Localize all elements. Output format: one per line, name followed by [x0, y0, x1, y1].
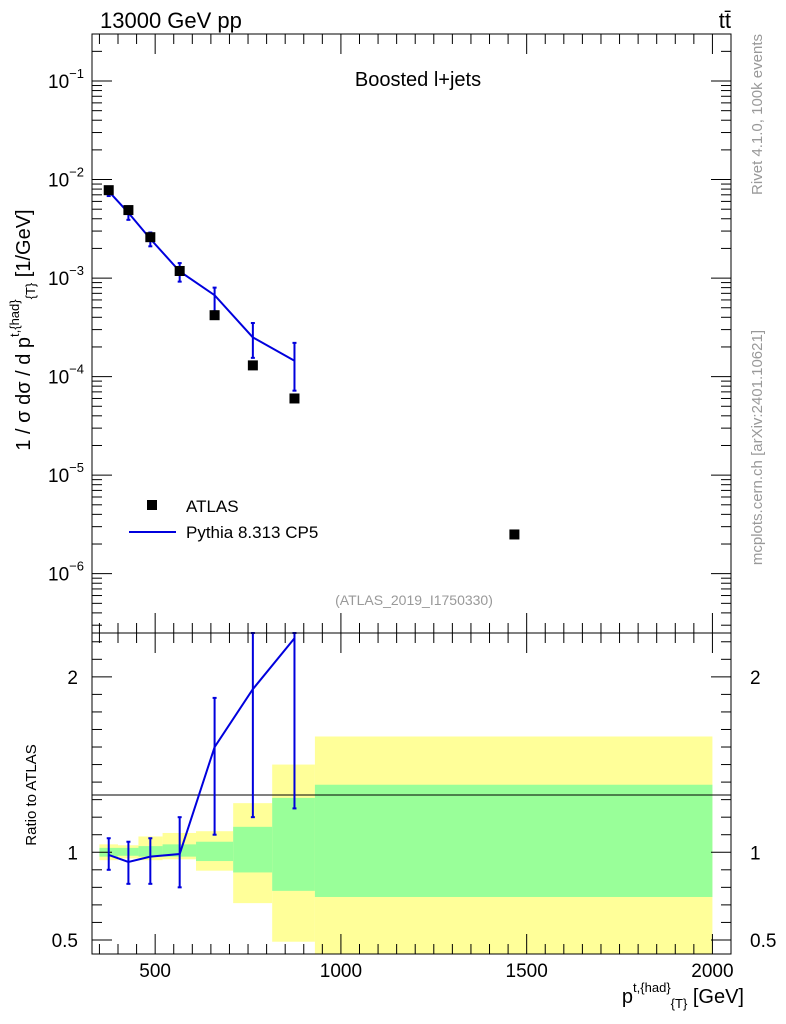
- atlas-data-point: [209, 310, 220, 321]
- atlas-data-point: [509, 529, 520, 540]
- ratio-ticks: 0.5 0.5 1 1 2 2 500 1000 1500 2000: [52, 633, 776, 982]
- main-ytick-label: 10−2: [48, 165, 84, 192]
- atlas-data-point: [103, 185, 114, 196]
- main-ytick-label: 10−3: [48, 263, 84, 290]
- process-label: tt̄: [719, 8, 731, 33]
- main-ytick-label-exp: −2: [69, 165, 84, 180]
- green-band-bin: [314, 784, 713, 897]
- ratio-ylabel: Ratio to ATLAS: [23, 744, 40, 845]
- ratio-xtick-label: 2000: [691, 961, 733, 982]
- main-ytick-label-exp: −5: [69, 460, 84, 475]
- atlas-data-point: [247, 360, 258, 371]
- ratio-xtick-label: 500: [139, 961, 171, 982]
- legend-label-pythia: Pythia 8.313 CP5: [186, 523, 318, 542]
- ratio-ytick-label-right: 0.5: [750, 931, 776, 952]
- main-ytick-label: 10−5: [48, 460, 84, 487]
- rivet-version-label: Rivet 4.1.0, 100k events: [749, 34, 766, 195]
- main-ytick-label: 10−4: [48, 362, 84, 389]
- ratio-xlabel: pt,{had}{T} [GeV]: [622, 980, 744, 1011]
- atlas-data-point: [289, 393, 300, 404]
- main-ytick-label-base: 10: [48, 171, 69, 192]
- main-ytick-label-base: 10: [48, 368, 69, 389]
- legend-marker-atlas: [147, 500, 157, 510]
- main-ytick-label-base: 10: [48, 466, 69, 487]
- green-band-bin: [272, 797, 315, 891]
- ratio-ytick-label-left: 1: [67, 843, 78, 864]
- main-ytick-label-base: 10: [48, 565, 69, 586]
- main-ytick-label-exp: −3: [69, 263, 84, 278]
- ratio-xtick-label: 1500: [506, 961, 548, 982]
- atlas-data-point: [145, 232, 156, 243]
- ratio-xtick-label: 1000: [320, 961, 362, 982]
- ratio-series: [106, 632, 297, 889]
- collision-label: 13000 GeV pp: [100, 8, 242, 33]
- green-band-bin: [233, 826, 273, 873]
- main-ytick-label-exp: −1: [69, 66, 84, 81]
- pythia-line: [107, 190, 295, 362]
- analysis-label: (ATLAS_2019_I1750330): [335, 592, 493, 608]
- ratio-ytick-label-right: 1: [750, 843, 761, 864]
- ratio-frame: [91, 632, 732, 955]
- ratio-ytick-label-left: 0.5: [52, 931, 78, 952]
- main-ticks: 10−110−210−310−410−510−6: [48, 34, 732, 633]
- ratio-panel: 0.5 0.5 1 1 2 2 500 1000 1500 2000 Ratio to ATLAS…: [23, 632, 776, 1011]
- main-series: [103, 185, 520, 540]
- green-band-bin: [196, 841, 234, 862]
- main-panel: 10−110−210−310−410−510−6 Boosted l+jets …: [7, 33, 732, 634]
- ratio-ytick-label-right: 2: [750, 668, 761, 689]
- atlas-data-point: [123, 205, 134, 216]
- legend-label-atlas: ATLAS: [186, 497, 239, 516]
- main-ytick-label-base: 10: [48, 72, 69, 93]
- ratio-bands: [99, 736, 713, 954]
- main-ytick-label-base: 10: [48, 269, 69, 290]
- ratio-ytick-label-left: 2: [67, 668, 78, 689]
- main-ytick-label: 10−6: [48, 559, 84, 586]
- main-ytick-label-exp: −6: [69, 559, 84, 574]
- main-frame: [91, 33, 732, 634]
- mcplots-label: mcplots.cern.ch [arXiv:2401.10621]: [749, 330, 766, 565]
- legend: ATLAS Pythia 8.313 CP5: [129, 497, 318, 542]
- atlas-data-point: [174, 265, 185, 276]
- main-ytick-label: 10−1: [48, 66, 84, 93]
- main-title: Boosted l+jets: [355, 69, 481, 91]
- main-ylabel: 1 / σ dσ / d pt,{had}{T} [1/GeV]: [7, 209, 38, 450]
- main-ytick-label-exp: −4: [69, 362, 84, 377]
